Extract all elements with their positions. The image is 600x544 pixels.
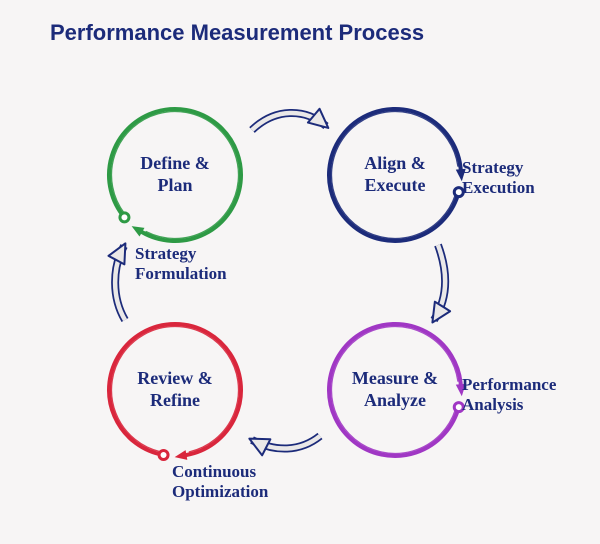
dot-review-refine <box>159 450 168 459</box>
diagram-canvas: Performance Measurement Process Define &… <box>0 0 600 544</box>
arrow-a2 <box>432 245 450 323</box>
circle-align-execute <box>329 109 461 241</box>
diagram-svg <box>0 0 600 544</box>
circle-review-refine <box>109 324 241 455</box>
dot-define-plan <box>120 213 129 222</box>
dot-align-execute <box>454 188 463 197</box>
dot-measure-analyze <box>454 403 463 412</box>
arrow-a3 <box>249 436 320 455</box>
arrow-a4 <box>109 243 126 320</box>
arrow-a1 <box>252 109 328 130</box>
circle-measure-analyze <box>329 324 461 456</box>
